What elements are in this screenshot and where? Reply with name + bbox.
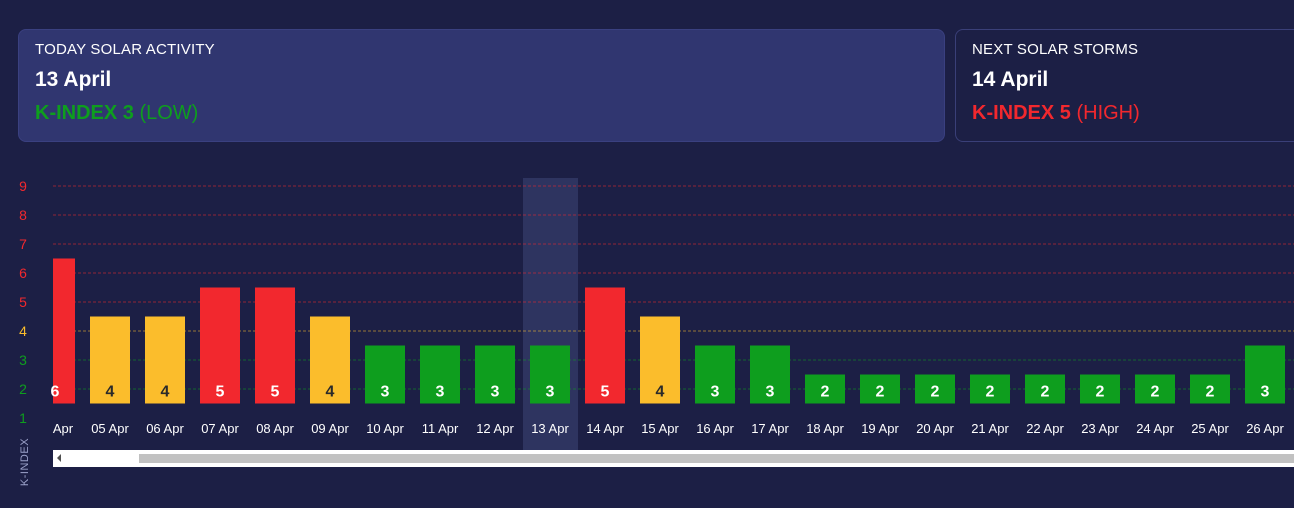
x-tick-label: 08 Apr bbox=[256, 421, 294, 436]
y-tick-label: 3 bbox=[19, 352, 27, 368]
x-tick-label: 05 Apr bbox=[91, 421, 129, 436]
next-card-date: 14 April bbox=[972, 68, 1049, 91]
next-k-value: K-INDEX 5 bbox=[972, 102, 1071, 124]
k-index-bar bbox=[860, 374, 900, 404]
k-index-bar bbox=[585, 287, 625, 404]
y-tick-label: 8 bbox=[19, 207, 27, 223]
bar-value-label: 2 bbox=[986, 384, 995, 401]
today-k-index: K-INDEX 3 (LOW) bbox=[35, 102, 928, 125]
bar-value-label: 3 bbox=[546, 384, 555, 401]
bar-value-label: 2 bbox=[876, 384, 885, 401]
k-index-bar bbox=[970, 374, 1010, 404]
today-card-title: TODAY SOLAR ACTIVITY bbox=[35, 41, 215, 58]
x-tick-label: 22 Apr bbox=[1026, 421, 1064, 436]
bar-value-label: 2 bbox=[1206, 384, 1215, 401]
scroll-left-icon[interactable] bbox=[57, 454, 61, 462]
next-k-level: (HIGH) bbox=[1076, 102, 1140, 124]
bar-value-label: 2 bbox=[821, 384, 830, 401]
x-tick-label: 25 Apr bbox=[1191, 421, 1229, 436]
x-tick-label: 24 Apr bbox=[1136, 421, 1174, 436]
bar-value-label: 3 bbox=[381, 384, 390, 401]
x-tick-label: 26 Apr bbox=[1246, 421, 1284, 436]
x-tick-label: 21 Apr bbox=[971, 421, 1009, 436]
x-tick-label: 11 Apr bbox=[422, 421, 459, 436]
k-index-bar bbox=[530, 345, 570, 404]
x-tick-label: 15 Apr bbox=[641, 421, 679, 436]
y-tick-label: 7 bbox=[19, 236, 27, 252]
x-tick-label: Apr bbox=[53, 421, 74, 436]
k-index-bar bbox=[53, 258, 75, 404]
x-tick-label: 07 Apr bbox=[201, 421, 239, 436]
k-index-bar bbox=[1245, 345, 1285, 404]
bar-value-label: 3 bbox=[766, 384, 775, 401]
bar-value-label: 3 bbox=[491, 384, 500, 401]
today-k-level: (LOW) bbox=[139, 102, 199, 124]
y-tick-label: 1 bbox=[19, 410, 27, 426]
k-index-bar bbox=[750, 345, 790, 404]
k-index-bar bbox=[365, 345, 405, 404]
k-index-bar bbox=[805, 374, 845, 404]
bar-value-label: 2 bbox=[1096, 384, 1105, 401]
bar-value-label: 5 bbox=[216, 384, 225, 401]
k-index-bar bbox=[1135, 374, 1175, 404]
x-tick-label: 20 Apr bbox=[916, 421, 954, 436]
next-storms-card: NEXT SOLAR STORMS 14 April K-INDEX 5 (HI… bbox=[955, 29, 1294, 142]
bar-value-label: 5 bbox=[271, 384, 280, 401]
k-index-bar bbox=[200, 287, 240, 404]
y-tick-label: 9 bbox=[19, 178, 27, 194]
bar-value-label: 4 bbox=[106, 384, 115, 401]
x-tick-label: 23 Apr bbox=[1081, 421, 1119, 436]
k-index-bar bbox=[475, 345, 515, 404]
bar-value-label: 3 bbox=[711, 384, 720, 401]
y-tick-label: 2 bbox=[19, 381, 27, 397]
k-index-bar bbox=[695, 345, 735, 404]
x-tick-label: 06 Apr bbox=[146, 421, 184, 436]
next-card-title: NEXT SOLAR STORMS bbox=[972, 41, 1139, 58]
bar-value-label: 6 bbox=[51, 384, 60, 401]
x-tick-label: 09 Apr bbox=[311, 421, 349, 436]
x-tick-label: 14 Apr bbox=[586, 421, 624, 436]
bar-value-label: 2 bbox=[1151, 384, 1160, 401]
today-k-value: K-INDEX 3 bbox=[35, 102, 134, 124]
today-card-date: 13 April bbox=[35, 68, 112, 91]
k-index-bar bbox=[255, 287, 295, 404]
k-index-bar bbox=[1080, 374, 1120, 404]
x-tick-label: 12 Apr bbox=[476, 421, 514, 436]
x-tick-label: 17 Apr bbox=[751, 421, 789, 436]
y-tick-label: 4 bbox=[19, 323, 27, 339]
bar-value-label: 3 bbox=[436, 384, 445, 401]
k-index-bar bbox=[1190, 374, 1230, 404]
x-tick-label: 10 Apr bbox=[366, 421, 404, 436]
bar-value-label: 2 bbox=[1041, 384, 1050, 401]
k-index-bar bbox=[1025, 374, 1065, 404]
y-tick-label: 5 bbox=[19, 294, 27, 310]
bar-value-label: 4 bbox=[326, 384, 335, 401]
x-tick-label: 13 Apr bbox=[531, 421, 569, 436]
scrollbar-thumb[interactable] bbox=[139, 454, 1294, 463]
x-tick-label: 19 Apr bbox=[861, 421, 899, 436]
k-index-chart: 1 2 3 4 5 6 7 8 9 6 Apr 4 05 Apr 4 06 Apr 5 07 Apr 5 08 Ap… bbox=[19, 178, 1294, 450]
today-activity-card: TODAY SOLAR ACTIVITY 13 April K-INDEX 3 … bbox=[18, 29, 945, 142]
y-axis-label: K-INDEX bbox=[19, 437, 31, 487]
k-index-bar bbox=[640, 316, 680, 404]
x-tick-label: 18 Apr bbox=[806, 421, 844, 436]
bar-value-label: 5 bbox=[601, 384, 610, 401]
k-index-bar bbox=[915, 374, 955, 404]
k-index-bar bbox=[145, 316, 185, 404]
bar-value-label: 2 bbox=[931, 384, 940, 401]
bar-value-label: 3 bbox=[1261, 384, 1270, 401]
k-index-bar bbox=[420, 345, 460, 404]
next-k-index: K-INDEX 5 (HIGH) bbox=[972, 102, 1294, 125]
x-tick-label: 16 Apr bbox=[696, 421, 734, 436]
highlight-column bbox=[523, 178, 578, 450]
bar-value-label: 4 bbox=[656, 384, 665, 401]
k-index-bar bbox=[310, 316, 350, 404]
bar-value-label: 4 bbox=[161, 384, 170, 401]
chart-scrollbar[interactable] bbox=[53, 450, 1294, 467]
y-tick-label: 6 bbox=[19, 265, 27, 281]
k-index-bar bbox=[90, 316, 130, 404]
